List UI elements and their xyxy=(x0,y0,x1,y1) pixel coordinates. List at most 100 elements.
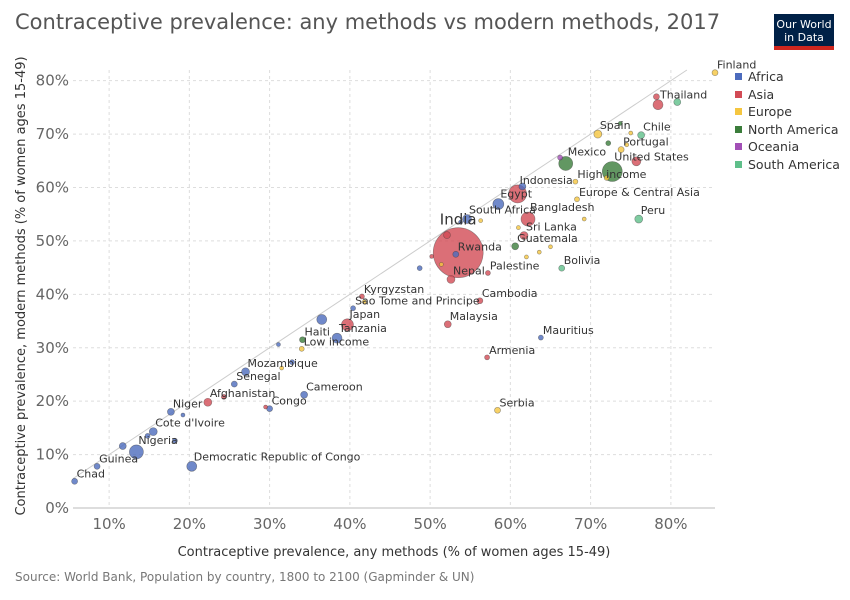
data-point[interactable] xyxy=(558,264,566,272)
data-point[interactable] xyxy=(458,219,463,225)
x-tick-label: 40% xyxy=(333,515,366,533)
data-point[interactable] xyxy=(520,211,536,227)
data-point[interactable] xyxy=(429,254,435,259)
data-point[interactable] xyxy=(452,250,460,258)
data-point[interactable] xyxy=(279,365,284,371)
data-point[interactable] xyxy=(118,442,127,450)
data-point[interactable] xyxy=(446,275,456,284)
data-point[interactable] xyxy=(711,69,719,76)
legend-label: Africa xyxy=(748,69,784,85)
data-point[interactable] xyxy=(362,299,367,305)
data-point[interactable] xyxy=(631,156,642,167)
data-point[interactable] xyxy=(536,249,542,255)
data-point[interactable] xyxy=(634,214,644,224)
data-point[interactable] xyxy=(148,427,158,436)
data-point[interactable] xyxy=(167,408,175,416)
data-point[interactable] xyxy=(144,433,151,439)
data-point[interactable] xyxy=(516,225,521,230)
data-point[interactable] xyxy=(593,129,603,139)
data-label: Bolivia xyxy=(564,254,601,267)
data-point[interactable] xyxy=(494,406,501,414)
data-point[interactable] xyxy=(203,397,213,407)
legend-item[interactable]: South America xyxy=(735,156,840,174)
data-point[interactable] xyxy=(186,461,198,472)
data-point[interactable] xyxy=(439,262,444,267)
data-point[interactable] xyxy=(581,216,587,222)
data-point[interactable] xyxy=(443,231,451,239)
data-point[interactable] xyxy=(263,404,268,410)
data-point[interactable] xyxy=(93,463,101,470)
data-point[interactable] xyxy=(618,121,623,126)
data-point[interactable] xyxy=(558,156,574,171)
data-point[interactable] xyxy=(476,297,484,305)
data-point[interactable] xyxy=(350,305,356,312)
data-point[interactable] xyxy=(359,293,365,300)
legend-item[interactable]: Asia xyxy=(735,86,840,104)
data-point[interactable] xyxy=(129,444,144,460)
data-label: Cambodia xyxy=(482,287,538,300)
data-point[interactable] xyxy=(298,346,305,352)
legend: Africa Asia Europe North America Oceania Sout… xyxy=(735,68,840,173)
data-point[interactable] xyxy=(557,154,563,161)
data-label: Spain xyxy=(600,119,631,132)
data-label: Japan xyxy=(348,308,380,321)
data-label: Senegal xyxy=(236,370,280,383)
legend-item[interactable]: Oceania xyxy=(735,138,840,156)
data-point[interactable] xyxy=(637,131,645,139)
data-point[interactable] xyxy=(652,99,664,111)
data-point[interactable] xyxy=(71,477,78,485)
data-point[interactable] xyxy=(492,198,505,210)
data-point[interactable] xyxy=(548,244,553,250)
data-point[interactable] xyxy=(180,412,186,418)
data-point[interactable] xyxy=(519,231,529,240)
data-label: Peru xyxy=(641,204,666,217)
data-point[interactable] xyxy=(462,214,472,224)
legend-item[interactable]: Africa xyxy=(735,68,840,86)
data-point[interactable] xyxy=(316,314,328,325)
data-point[interactable] xyxy=(276,342,281,347)
data-point[interactable] xyxy=(518,182,527,191)
data-point[interactable] xyxy=(221,394,227,400)
data-label: Serbia xyxy=(500,396,535,409)
x-axis-label: Contraceptive prevalence, any methods (%… xyxy=(178,545,611,560)
owid-logo[interactable]: Our World in Data xyxy=(774,14,834,50)
data-point[interactable] xyxy=(511,242,519,251)
data-point[interactable] xyxy=(524,254,529,260)
data-point[interactable] xyxy=(341,318,354,332)
data-point[interactable] xyxy=(603,175,610,181)
data-point[interactable] xyxy=(289,359,295,365)
data-label: Democratic Republic of Congo xyxy=(194,450,361,463)
data-point[interactable] xyxy=(538,334,544,341)
legend-item[interactable]: North America xyxy=(735,121,840,139)
data-point[interactable] xyxy=(443,320,452,329)
data-point[interactable] xyxy=(300,390,308,399)
data-point[interactable] xyxy=(241,367,250,377)
data-label: Low income xyxy=(304,335,370,348)
data-point[interactable] xyxy=(478,218,483,223)
data-label: Sao Tome and Principe xyxy=(355,295,480,308)
data-label: Mauritius xyxy=(543,324,594,337)
data-point[interactable] xyxy=(653,93,660,101)
data-point[interactable] xyxy=(485,270,491,276)
data-point[interactable] xyxy=(605,140,612,146)
data-point[interactable] xyxy=(617,146,625,153)
data-point[interactable] xyxy=(572,178,579,185)
data-label: Bangladesh xyxy=(530,201,595,214)
legend-label: Asia xyxy=(748,86,775,102)
legend-item[interactable]: Europe xyxy=(735,103,840,121)
source-note[interactable]: Source: World Bank, Population by countr… xyxy=(15,570,475,584)
data-point[interactable] xyxy=(673,98,682,106)
data-point[interactable] xyxy=(299,336,306,344)
data-point[interactable] xyxy=(231,380,238,388)
data-point[interactable] xyxy=(172,437,178,444)
data-point[interactable] xyxy=(416,265,423,271)
data-point[interactable] xyxy=(331,332,343,344)
data-point[interactable] xyxy=(624,142,630,148)
x-tick-label: 30% xyxy=(253,515,286,533)
data-point[interactable] xyxy=(484,354,490,361)
data-label: Nepal xyxy=(453,264,485,277)
data-label: Mexico xyxy=(568,145,607,158)
data-point[interactable] xyxy=(628,130,634,136)
data-point[interactable] xyxy=(574,196,580,203)
